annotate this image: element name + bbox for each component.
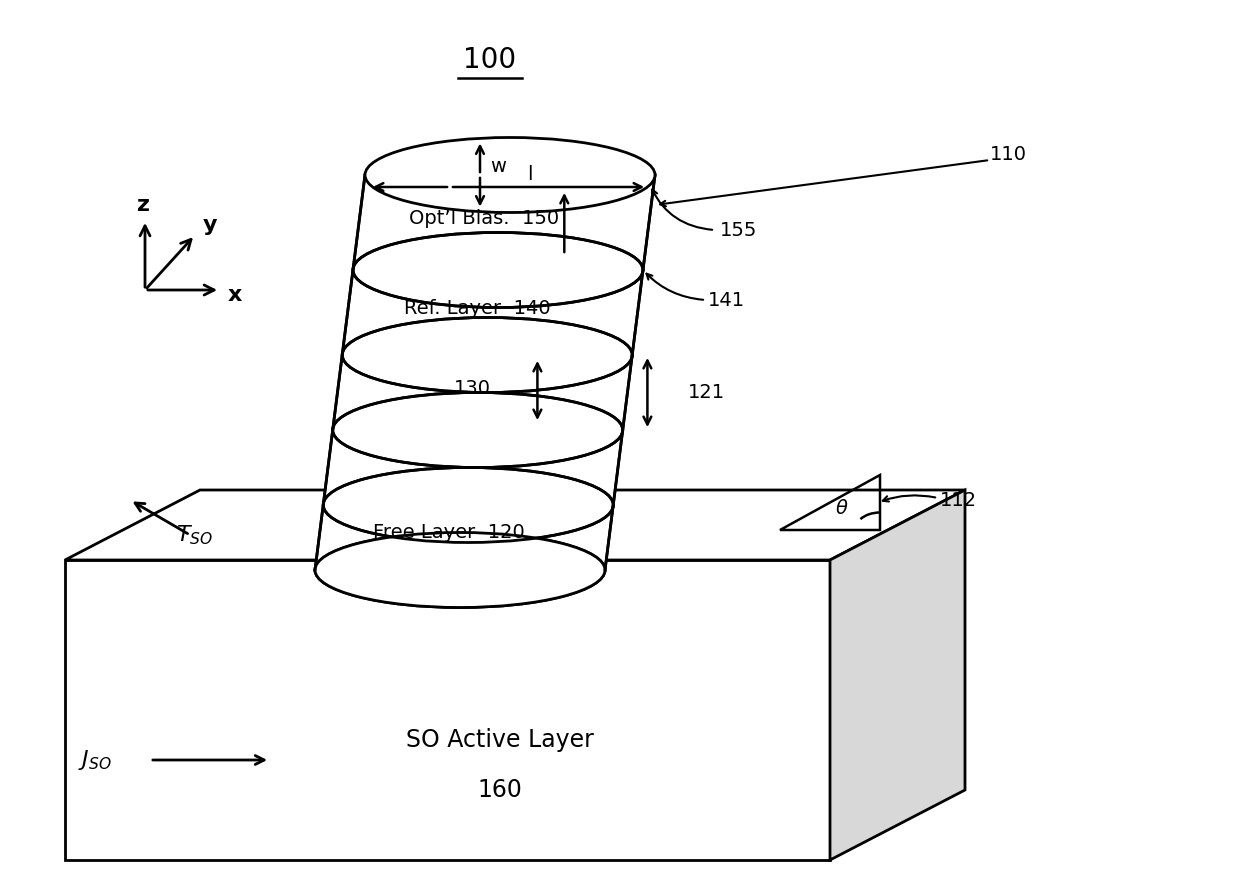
Text: y: y bbox=[203, 215, 217, 235]
Text: θ: θ bbox=[836, 498, 848, 518]
Text: Ref. Layer  140: Ref. Layer 140 bbox=[404, 298, 551, 318]
Ellipse shape bbox=[353, 233, 644, 307]
Text: 121: 121 bbox=[687, 383, 724, 402]
Text: SO Active Layer: SO Active Layer bbox=[405, 728, 594, 752]
Polygon shape bbox=[830, 490, 965, 860]
Text: l: l bbox=[527, 165, 533, 184]
Text: $J_{SO}$: $J_{SO}$ bbox=[78, 748, 112, 772]
Text: 100: 100 bbox=[464, 46, 517, 74]
Text: z: z bbox=[136, 195, 150, 215]
Text: 130: 130 bbox=[454, 379, 491, 397]
Ellipse shape bbox=[324, 467, 614, 543]
Text: w: w bbox=[490, 158, 506, 176]
Text: 155: 155 bbox=[720, 220, 758, 240]
Text: Free Layer  120: Free Layer 120 bbox=[373, 524, 525, 543]
Ellipse shape bbox=[315, 533, 605, 607]
Text: 141: 141 bbox=[708, 290, 745, 310]
Text: x: x bbox=[228, 285, 242, 305]
Text: 160: 160 bbox=[477, 778, 522, 802]
Text: 112: 112 bbox=[940, 490, 977, 510]
Polygon shape bbox=[64, 560, 830, 860]
Text: Opt’l Bias.  150: Opt’l Bias. 150 bbox=[409, 209, 559, 227]
Text: 110: 110 bbox=[990, 145, 1027, 165]
Ellipse shape bbox=[332, 393, 622, 467]
Polygon shape bbox=[315, 175, 655, 570]
Ellipse shape bbox=[342, 318, 632, 393]
Text: $T_{SO}$: $T_{SO}$ bbox=[176, 523, 213, 547]
Polygon shape bbox=[64, 490, 965, 560]
Ellipse shape bbox=[365, 137, 655, 212]
Ellipse shape bbox=[315, 533, 605, 607]
